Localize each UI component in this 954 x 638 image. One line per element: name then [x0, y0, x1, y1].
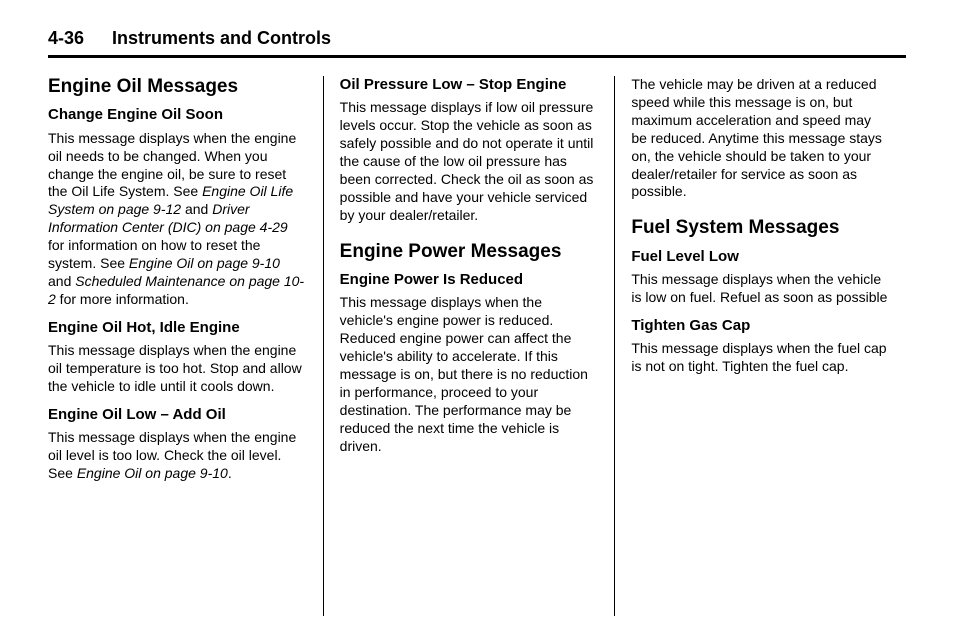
column-3: The vehicle may be driven at a reduced s…: [614, 76, 906, 616]
section-heading: Engine Oil Messages: [48, 76, 307, 98]
body-paragraph: This message displays when the vehicle's…: [340, 294, 599, 455]
subsection-heading: Engine Oil Hot, Idle Engine: [48, 319, 307, 337]
body-paragraph: This message displays when the engine oi…: [48, 429, 307, 483]
subsection-heading: Change Engine Oil Soon: [48, 106, 307, 124]
content-columns: Engine Oil Messages Change Engine Oil So…: [48, 76, 906, 616]
text-run: .: [228, 465, 232, 481]
subsection-heading: Tighten Gas Cap: [631, 317, 890, 335]
body-paragraph: This message displays when the engine oi…: [48, 342, 307, 396]
page-number: 4-36: [48, 28, 84, 49]
italic-reference: Engine Oil on page 9-10: [77, 465, 228, 481]
body-paragraph: This message displays when the fuel cap …: [631, 340, 890, 376]
body-paragraph: This message displays when the engine oi…: [48, 130, 307, 309]
subsection-heading: Engine Oil Low – Add Oil: [48, 406, 307, 424]
section-heading: Engine Power Messages: [340, 241, 599, 263]
column-2: Oil Pressure Low – Stop Engine This mess…: [323, 76, 615, 616]
chapter-title: Instruments and Controls: [112, 28, 331, 49]
subsection-heading: Engine Power Is Reduced: [340, 271, 599, 289]
text-run: and: [48, 273, 75, 289]
page-header: 4-36 Instruments and Controls: [48, 28, 906, 58]
subsection-heading: Fuel Level Low: [631, 248, 890, 266]
text-run: for more information.: [56, 291, 189, 307]
italic-reference: Engine Oil on page 9-10: [129, 255, 280, 271]
body-paragraph: This message displays if low oil pressur…: [340, 99, 599, 224]
subsection-heading: Oil Pressure Low – Stop Engine: [340, 76, 599, 94]
text-run: and: [181, 201, 212, 217]
body-paragraph: The vehicle may be driven at a reduced s…: [631, 76, 890, 201]
column-1: Engine Oil Messages Change Engine Oil So…: [48, 76, 323, 616]
section-heading: Fuel System Messages: [631, 217, 890, 239]
body-paragraph: This message displays when the vehicle i…: [631, 271, 890, 307]
